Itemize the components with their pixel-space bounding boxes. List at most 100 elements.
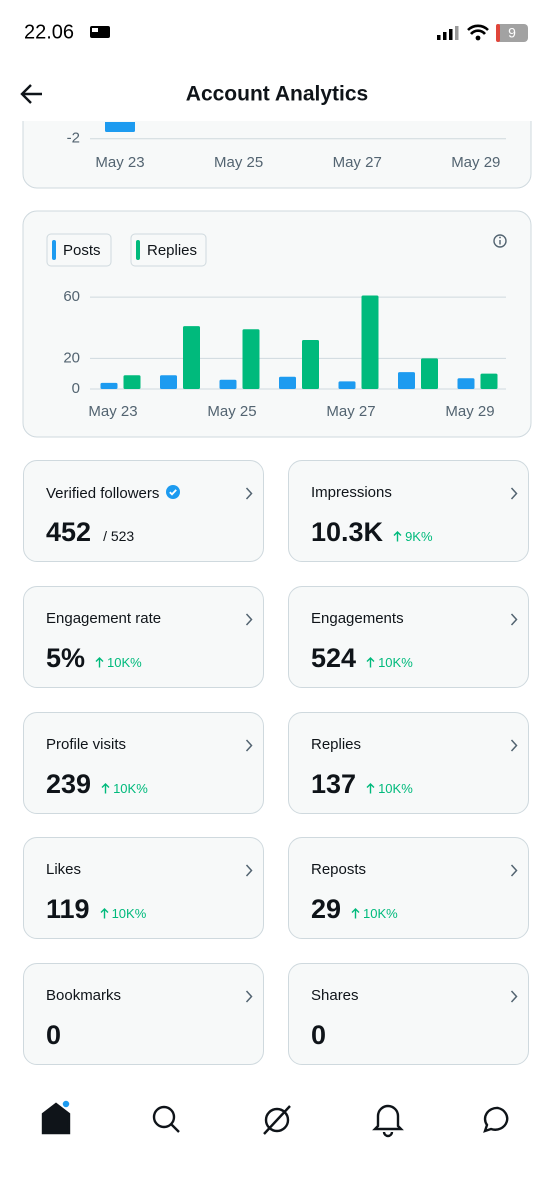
metric-change: 10K% xyxy=(351,906,398,921)
up-arrow xyxy=(366,656,375,668)
bar xyxy=(219,379,237,389)
metric-label: Reposts xyxy=(311,861,366,878)
metric-card[interactable]: Engagement rate 5% 10K% xyxy=(23,585,264,688)
x-tick-label: May 25 xyxy=(207,403,256,420)
bar xyxy=(105,122,135,132)
metric-change-text: 10K% xyxy=(378,780,413,796)
metric-total: / 523 xyxy=(103,528,135,544)
x-tick-label: May 23 xyxy=(95,154,144,171)
metric-label: Profile visits xyxy=(46,736,126,753)
x-tick-label: May 25 xyxy=(214,154,263,171)
metric-card[interactable]: Likes 119 10K% xyxy=(23,837,264,940)
back-button[interactable] xyxy=(20,84,42,104)
x-tick-label: May 27 xyxy=(333,154,382,171)
verified-badge xyxy=(166,485,181,499)
metric-change: 10K% xyxy=(95,655,142,670)
metric-card[interactable]: Verified followers 452 / 523 xyxy=(23,460,264,562)
legend-swatch xyxy=(52,240,56,260)
status-time: 22.06 xyxy=(24,21,74,43)
metric-label-text: Engagement rate xyxy=(46,609,162,627)
metric-card[interactable]: Profile visits 239 10K% xyxy=(23,711,264,814)
sleep-icon xyxy=(90,26,110,38)
metric-label: Likes xyxy=(46,861,81,878)
nav-notifications[interactable] xyxy=(372,1104,404,1138)
metric-label-text: Profile visits xyxy=(46,735,127,753)
metric-change-text: 10K% xyxy=(378,654,413,670)
battery-level: 9 xyxy=(508,25,516,41)
metric-value: 10.3K xyxy=(311,517,384,547)
bar xyxy=(361,295,379,389)
x-tick-label: May 29 xyxy=(445,403,494,420)
bar xyxy=(421,358,438,389)
metric-change: 10K% xyxy=(101,781,148,796)
metric-change: 9K% xyxy=(393,529,433,544)
metric-value-row: 10.3K 9K% xyxy=(311,517,433,548)
nav-search[interactable] xyxy=(152,1105,176,1129)
metric-card[interactable]: Shares 0 xyxy=(288,963,529,1066)
chevron xyxy=(245,990,253,1003)
chevron xyxy=(245,613,253,626)
bar xyxy=(279,376,296,389)
metric-label: Replies xyxy=(311,736,361,753)
metric-card[interactable]: Reposts 29 10K% xyxy=(288,837,529,940)
nav-messages[interactable] xyxy=(483,1106,509,1133)
metric-value-row: 5% 10K% xyxy=(46,643,142,674)
metric-card[interactable]: Bookmarks 0 xyxy=(23,963,264,1066)
legend-item[interactable] xyxy=(46,233,112,267)
y-tick-label: -2 xyxy=(67,130,80,147)
metric-label-text: Bookmarks xyxy=(46,987,122,1005)
y-tick-label: 0 xyxy=(72,380,80,397)
metric-card[interactable]: Impressions 10.3K 9K% xyxy=(288,460,529,562)
chevron xyxy=(245,487,253,500)
nav-home[interactable] xyxy=(41,1102,71,1135)
metric-card[interactable]: Replies 137 10K% xyxy=(288,711,529,814)
metric-value-row: 119 10K% xyxy=(46,894,146,925)
metric-value-row: 0 xyxy=(46,1020,61,1051)
up-arrow xyxy=(100,908,109,919)
metric-label-text: Verified followers xyxy=(46,485,160,502)
metric-card[interactable]: Engagements 524 10K% xyxy=(288,585,529,688)
chevron xyxy=(510,613,518,626)
metric-change-text: 9K% xyxy=(405,529,433,544)
metric-change-text: 10K% xyxy=(113,780,148,796)
metric-label-text: Likes xyxy=(46,861,82,879)
bar xyxy=(123,375,141,389)
legend-swatch xyxy=(136,240,140,260)
up-arrow xyxy=(351,908,360,919)
metric-label: Shares xyxy=(311,987,359,1004)
metric-value-row: 29 10K% xyxy=(311,894,398,925)
battery xyxy=(496,24,528,42)
x-tick-label: May 27 xyxy=(326,403,375,420)
info-icon[interactable] xyxy=(493,234,507,248)
y-tick-label: 20 xyxy=(63,349,80,366)
bar xyxy=(302,339,319,389)
up-arrow xyxy=(366,782,375,794)
header-bg xyxy=(0,0,554,121)
metric-value: 5% xyxy=(46,642,86,673)
metric-value: 29 xyxy=(311,894,342,925)
metric-value: 452 xyxy=(46,517,92,547)
metric-change: 10K% xyxy=(366,781,413,796)
chevron xyxy=(510,739,518,752)
y-tick-label: 60 xyxy=(63,288,80,305)
metric-label-text: Replies xyxy=(311,735,362,753)
x-tick-label: May 23 xyxy=(88,403,137,420)
wifi-icon xyxy=(467,24,489,35)
metric-label-text: Reposts xyxy=(311,861,367,879)
metric-value: 0 xyxy=(46,1020,62,1051)
nav-explore[interactable] xyxy=(264,1107,290,1133)
signal-icon xyxy=(437,26,459,40)
metric-value: 524 xyxy=(311,642,357,673)
metric-change-text: 10K% xyxy=(363,906,398,922)
metric-label-text: Impressions xyxy=(311,484,392,501)
metric-value: 0 xyxy=(311,1020,327,1051)
legend-item[interactable] xyxy=(130,233,207,267)
metric-change-text: 10K% xyxy=(111,906,147,922)
metric-label-text: Shares xyxy=(311,987,359,1005)
bottom-nav xyxy=(41,1099,509,1138)
bar xyxy=(183,326,200,389)
bar xyxy=(242,329,260,389)
bar xyxy=(457,378,475,389)
legend-label: Replies xyxy=(147,242,197,259)
